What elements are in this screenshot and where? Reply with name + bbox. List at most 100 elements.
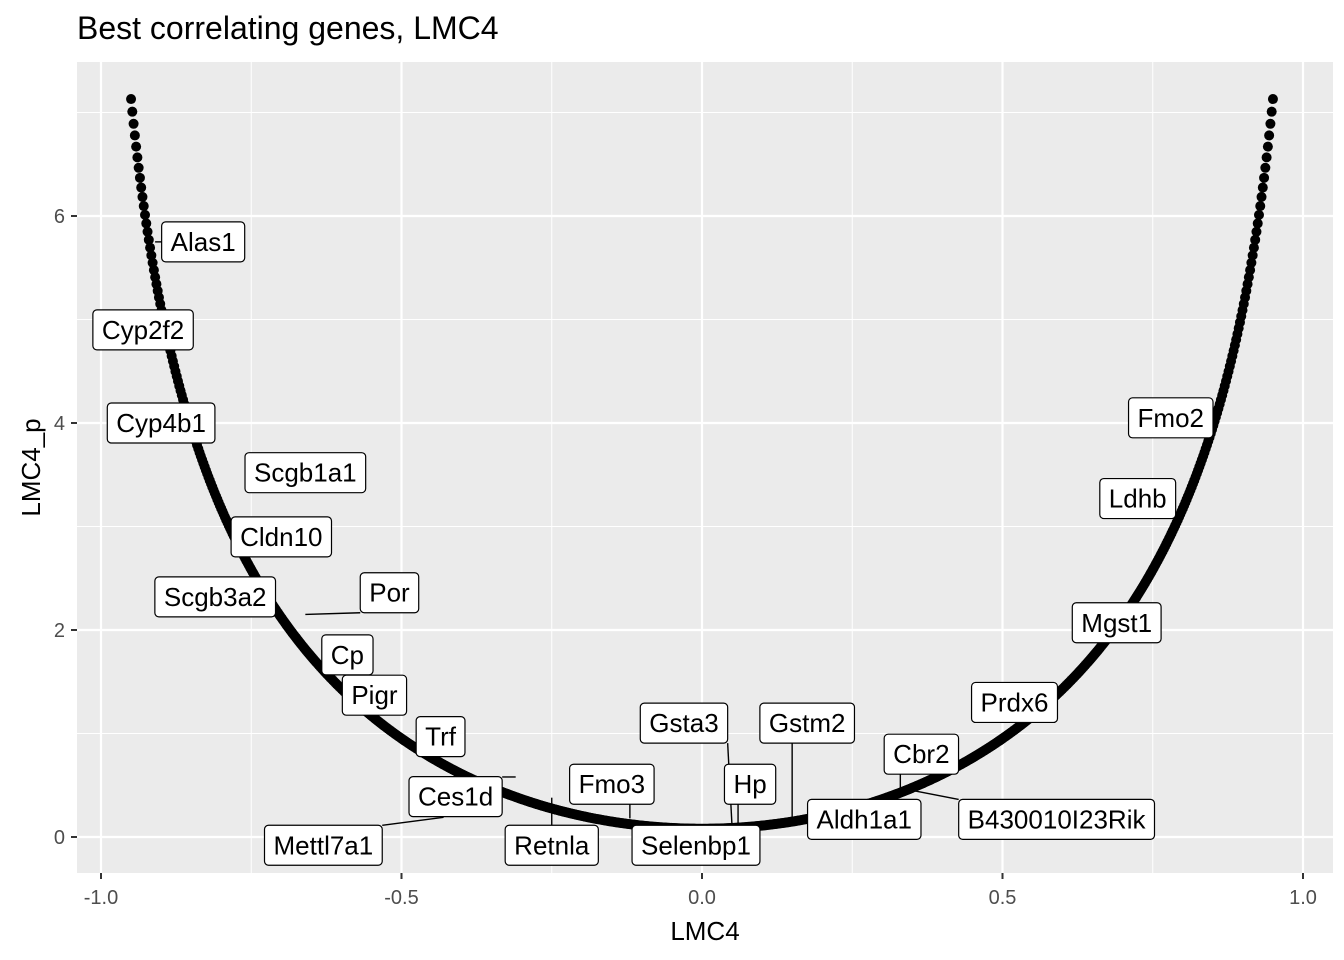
x-tick-label: -1.0 (84, 887, 118, 909)
data-point (132, 152, 143, 163)
gene-label: Por (359, 572, 420, 614)
data-point (1264, 130, 1275, 141)
gene-label-box (92, 309, 194, 351)
gene-label-text: Prdx6 (981, 687, 1049, 717)
gene-label-box (263, 824, 383, 866)
gene-label-text: Ces1d (418, 782, 493, 812)
gene-label: Mettl7a1 (263, 824, 383, 866)
gene-label: B430010I23Rik (958, 798, 1156, 841)
data-point (146, 250, 157, 261)
gene-labels: Alas1 Cyp2f2 Cyp4b1 Scgb1a1 Cldn10 Scgb3a2 Por… (92, 221, 1214, 866)
gene-label: Hp (723, 763, 777, 805)
gene-label: Pigr (341, 674, 408, 716)
x-tick-label: 1.0 (1289, 887, 1317, 909)
data-point (1260, 162, 1271, 173)
data-point (1253, 209, 1264, 220)
data-point (1267, 94, 1278, 105)
y-axis: 0 2 4 6 (54, 206, 77, 849)
gene-label-box (341, 674, 408, 716)
gene-label-box (244, 452, 367, 494)
gene-label-text: Hp (733, 769, 766, 799)
gene-label-text: Gsta3 (649, 708, 718, 738)
gene-label: Gstm2 (759, 702, 856, 744)
gene-label-text: Fmo3 (579, 769, 645, 799)
data-point (1246, 257, 1257, 268)
gene-label-text: Pigr (351, 680, 398, 710)
gene-label-text: Alas1 (171, 227, 236, 257)
gene-label-box (415, 716, 466, 758)
gene-label-box (408, 776, 503, 818)
gene-label-text: Cyp2f2 (102, 315, 184, 345)
gene-label: Scgb3a2 (154, 576, 277, 618)
gene-label: Cp (321, 634, 374, 676)
data-point (1266, 106, 1277, 117)
gene-label-text: Cbr2 (893, 739, 949, 769)
gene-label-box (970, 681, 1059, 724)
chart-title: Best correlating genes, LMC4 (77, 10, 499, 46)
gene-label-box (631, 824, 761, 866)
gene-label: Aldh1a1 (806, 798, 922, 841)
gene-label: Prdx6 (970, 681, 1059, 724)
gene-label: Cyp4b1 (106, 402, 216, 444)
data-point (145, 242, 156, 253)
gene-label-text: B430010I23Rik (968, 804, 1147, 834)
data-point (127, 106, 138, 117)
gene-label-box (958, 798, 1156, 841)
gene-label: Mgst1 (1071, 602, 1162, 644)
y-axis-title: LMC4_p (16, 418, 46, 516)
x-axis-title: LMC4 (670, 916, 739, 946)
gene-label-text: Trf (425, 722, 457, 752)
y-tick-label: 0 (54, 827, 65, 849)
data-point (126, 94, 137, 105)
gene-label: Trf (415, 716, 466, 758)
gene-label: Fmo2 (1127, 397, 1214, 439)
gene-label: Ldhb (1099, 477, 1177, 520)
gene-label-text: Fmo2 (1138, 403, 1204, 433)
gene-label-box (504, 824, 599, 866)
gene-label-box (759, 702, 856, 744)
data-point (143, 234, 154, 245)
data-point (1251, 226, 1262, 237)
data-point (138, 201, 149, 212)
gene-label-box (723, 763, 777, 805)
data-point (142, 226, 153, 237)
data-point (133, 162, 144, 173)
data-point (131, 141, 142, 152)
data-point (1255, 201, 1266, 212)
gene-label-text: Mettl7a1 (274, 830, 374, 860)
gene-label-text: Cyp4b1 (116, 408, 206, 438)
gene-label-box (883, 733, 960, 775)
gene-label-text: Aldh1a1 (817, 804, 912, 834)
gene-label-box (1071, 602, 1162, 644)
gene-label-text: Ldhb (1109, 484, 1167, 514)
data-point (1250, 234, 1261, 245)
gene-label-box (230, 516, 333, 558)
gene-label-box (1127, 397, 1214, 439)
gene-label-text: Por (369, 578, 410, 608)
gene-label-box (161, 221, 246, 263)
gene-label-text: Selenbp1 (641, 830, 751, 860)
gene-label-box (359, 572, 420, 614)
gene-label-text: Scgb3a2 (164, 582, 267, 612)
data-point (1247, 250, 1258, 261)
gene-label: Cbr2 (883, 733, 960, 775)
gene-label: Scgb1a1 (244, 452, 367, 494)
x-tick-label: 0.0 (688, 887, 716, 909)
gene-label: Cyp2f2 (92, 309, 194, 351)
gene-label-text: Mgst1 (1081, 608, 1152, 638)
data-point (134, 172, 145, 183)
y-tick-label: 2 (54, 620, 65, 642)
data-point (1256, 191, 1267, 202)
data-point (128, 118, 139, 129)
gene-label: Retnla (504, 824, 599, 866)
data-point (129, 130, 140, 141)
data-point (136, 182, 147, 193)
gene-label: Alas1 (161, 221, 246, 263)
data-point (137, 191, 148, 202)
data-point (140, 209, 151, 220)
gene-label-box (639, 702, 729, 744)
data-point (1252, 218, 1263, 229)
gene-label-text: Cldn10 (240, 522, 322, 552)
gene-label-text: Cp (331, 640, 364, 670)
x-tick-label: 0.5 (989, 887, 1017, 909)
